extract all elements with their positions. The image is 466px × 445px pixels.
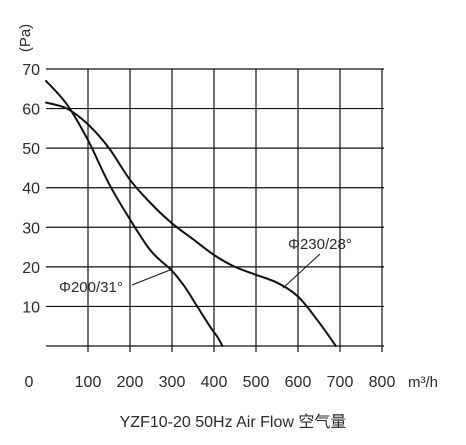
x-tick-label: 0	[25, 374, 34, 391]
x-tick-label: 400	[201, 374, 228, 391]
x-tick-label: 800	[369, 374, 396, 391]
y-tick-label: 60	[22, 102, 40, 119]
x-tick-label: 100	[75, 374, 102, 391]
label-phi200: Φ200/31°	[59, 279, 123, 296]
y-tick-label: 50	[22, 141, 40, 158]
x-tick-label: 700	[327, 374, 354, 391]
x-tick-label: 600	[285, 374, 312, 391]
x-tick-label: 300	[159, 374, 186, 391]
y-axis-unit: (Pa)	[17, 24, 34, 52]
curve-labels: Φ200/31° Φ230/28°	[59, 236, 352, 296]
label-phi230: Φ230/28°	[288, 236, 352, 253]
y-tick-label: 10	[22, 299, 40, 316]
x-tick-label: 200	[117, 374, 144, 391]
curve-phi230	[45, 101, 337, 347]
chart-grid	[46, 68, 384, 352]
y-axis-ticks: 10 20 30 40 50 60 70	[22, 62, 40, 316]
y-tick-label: 20	[22, 260, 40, 277]
chart-title: YZF10-20 50Hz Air Flow 空气量	[120, 413, 347, 431]
curve-phi200	[45, 79, 224, 347]
y-tick-label: 70	[22, 62, 40, 79]
label-phi230-leader	[282, 253, 321, 289]
x-axis-ticks: 0 100 200 300 400 500 600 700 800	[25, 374, 396, 391]
label-phi200-leader	[131, 269, 171, 286]
y-tick-label: 30	[22, 220, 40, 237]
x-tick-label: 500	[243, 374, 270, 391]
x-axis-unit: m³/h	[408, 374, 438, 391]
y-tick-label: 40	[22, 181, 40, 198]
chart-curves	[45, 79, 337, 347]
